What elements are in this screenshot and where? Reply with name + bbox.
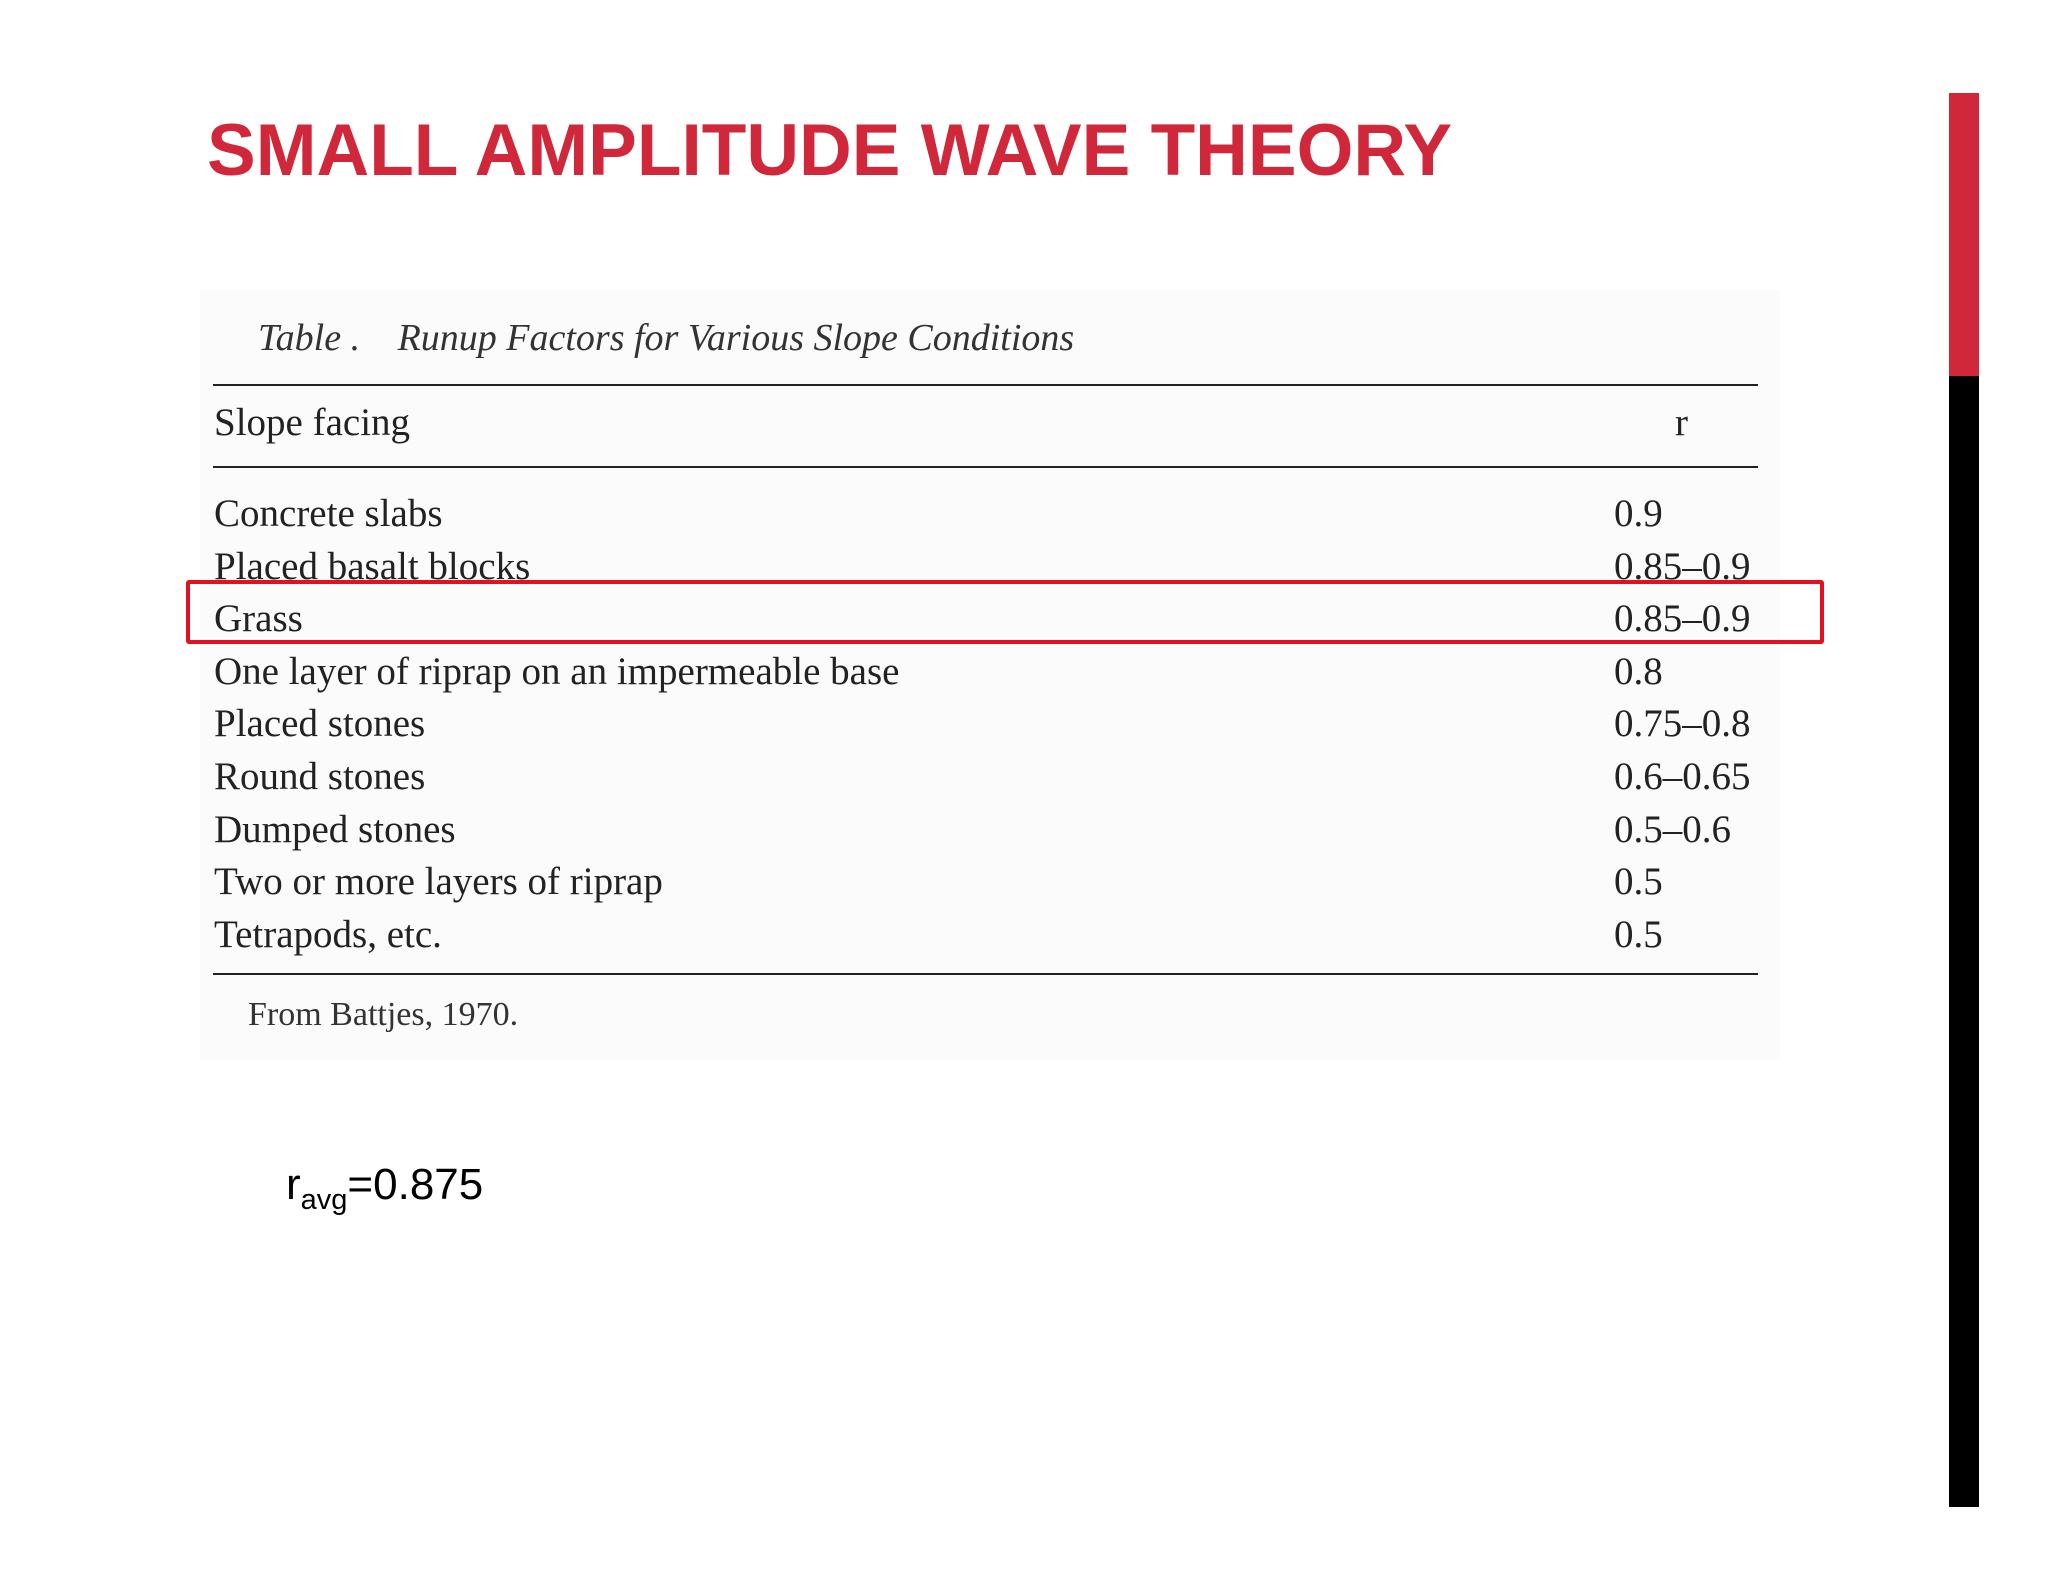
table-source: From Battjes, 1970.: [248, 996, 519, 1033]
row-value: 0.9: [1614, 492, 1663, 535]
slide-title: SMALL AMPLITUDE WAVE THEORY: [207, 110, 1453, 191]
header-r: r: [1675, 401, 1688, 444]
row-value: 0.5: [1614, 860, 1663, 904]
table-row-highlighted: Grass 0.85–0.9: [214, 593, 1759, 646]
table-header-rule: [213, 466, 1758, 468]
table-row: Placed stones 0.75–0.8: [214, 698, 1759, 751]
table-image-background: [200, 290, 1780, 1060]
row-value: 0.8: [1614, 649, 1663, 693]
table-row: Concrete slabs 0.9: [214, 488, 1759, 541]
row-label: Concrete slabs: [214, 492, 443, 535]
table-caption-title: Runup Factors for Various Slope Conditio…: [397, 317, 1075, 359]
accent-bar-red: [1949, 93, 1979, 376]
row-label: Grass: [214, 597, 303, 641]
table-body: Concrete slabs 0.9 Placed basalt blocks …: [214, 488, 1759, 961]
row-label: Tetrapods, etc.: [214, 912, 442, 956]
row-value: 0.5: [1614, 912, 1663, 956]
avg-value: =0.875: [347, 1160, 484, 1209]
average-runup-note: ravg=0.875: [286, 1160, 483, 1217]
row-value: 0.5–0.6: [1614, 807, 1731, 851]
avg-subscript: avg: [300, 1184, 348, 1216]
table-row: Two or more layers of riprap 0.5: [214, 856, 1759, 909]
table-caption-label: Table .: [258, 317, 361, 359]
table-top-rule: [213, 384, 1758, 386]
grass-row-highlight-box: [186, 580, 1824, 644]
row-label: Dumped stones: [214, 807, 456, 851]
table-bottom-rule: [213, 973, 1758, 975]
row-label: One layer of riprap on an impermeable ba…: [214, 649, 900, 693]
header-slope-facing: Slope facing: [214, 401, 411, 444]
accent-bar-black: [1949, 376, 1979, 1507]
table-caption: Table . Runup Factors for Various Slope …: [258, 316, 1074, 360]
avg-symbol: r: [286, 1160, 301, 1209]
row-label: Round stones: [214, 754, 426, 798]
table-row: One layer of riprap on an impermeable ba…: [214, 646, 1759, 699]
row-value: 0.6–0.65: [1614, 754, 1751, 798]
table-row: Dumped stones 0.5–0.6: [214, 804, 1759, 857]
table-row: Round stones 0.6–0.65: [214, 751, 1759, 804]
row-value: 0.85–0.9: [1614, 597, 1751, 641]
row-label: Two or more layers of riprap: [214, 860, 663, 904]
row-label: Placed stones: [214, 702, 426, 746]
table-row: Tetrapods, etc. 0.5: [214, 909, 1759, 962]
row-value: 0.75–0.8: [1614, 702, 1751, 746]
